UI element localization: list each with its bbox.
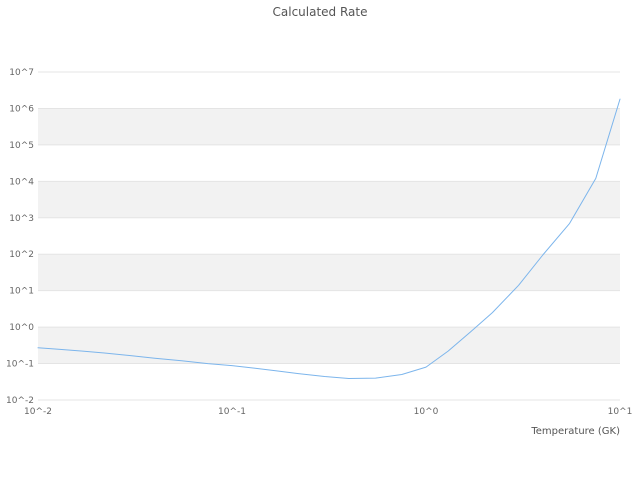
x-tick-label: 10^-1 xyxy=(218,407,246,417)
y-tick-label: 10^3 xyxy=(9,214,34,224)
x-tick-label: 10^1 xyxy=(608,407,633,417)
y-tick-label: 10^2 xyxy=(9,250,34,260)
grid-band xyxy=(38,108,620,145)
grid-band xyxy=(38,327,620,364)
y-tick-label: 10^-1 xyxy=(6,360,34,370)
y-tick-label: 10^5 xyxy=(9,141,34,151)
y-tick-label: 10^7 xyxy=(9,68,34,78)
grid-band xyxy=(38,181,620,218)
y-tick-label: 10^6 xyxy=(9,104,34,114)
chart-title: Calculated Rate xyxy=(273,5,368,19)
x-axis-label: Temperature (GK) xyxy=(530,426,620,437)
rate-line xyxy=(37,98,621,379)
plot-area: 10^-2 10^-1 10^0 10^1 10^2 10^3 10^4 10^5 10^6 10… xyxy=(6,68,632,417)
x-tick-label: 10^0 xyxy=(414,407,439,417)
y-tick-label: 10^0 xyxy=(9,323,34,333)
y-tick-label: 10^-2 xyxy=(6,396,34,406)
y-tick-label: 10^4 xyxy=(9,177,34,187)
y-tick-label: 10^1 xyxy=(9,287,34,297)
grid-band xyxy=(38,254,620,291)
x-tick-label: 10^-2 xyxy=(24,407,52,417)
